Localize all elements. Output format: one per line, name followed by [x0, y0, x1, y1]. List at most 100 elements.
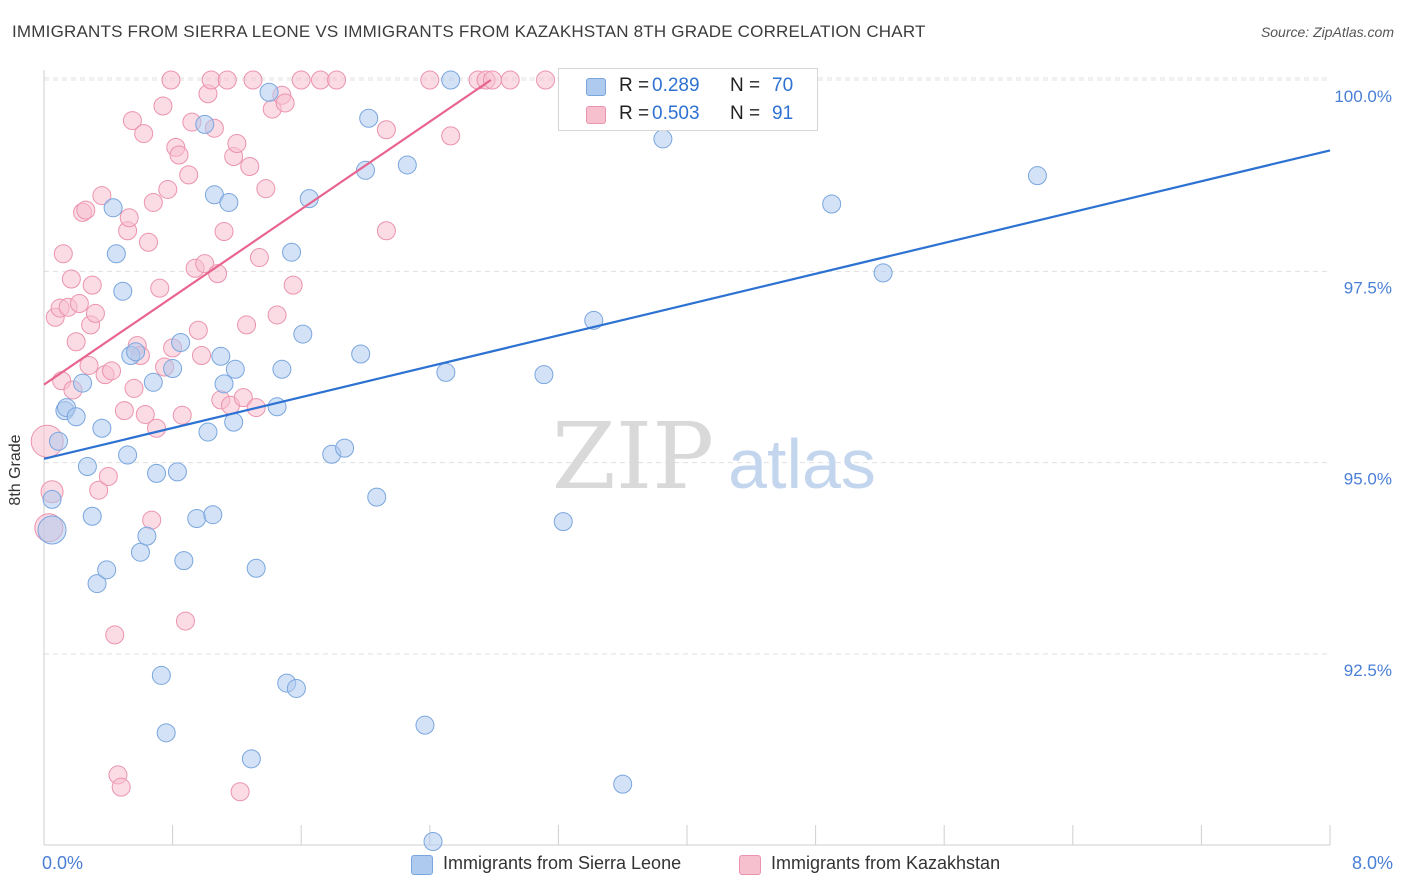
kazakhstan-point	[158, 179, 178, 199]
sierra-leone-point	[351, 344, 371, 364]
sierra-leone-point	[553, 512, 573, 532]
sierra-leone-point	[167, 462, 187, 482]
kazakhstan-point	[237, 315, 257, 335]
r-label: R =	[619, 75, 650, 96]
kazakhstan-point	[275, 93, 295, 113]
pink-swatch	[586, 106, 606, 124]
kazakhstan-point	[102, 361, 122, 381]
tick-labels: 92.5% 95.0% 97.5% 100.0% 0.0% 8.0%	[42, 87, 1393, 873]
kazakhstan-point	[179, 165, 199, 185]
kazakhstan-point	[420, 70, 440, 90]
sierra-leone-point	[106, 244, 126, 264]
kazakhstan-point	[267, 305, 287, 325]
kazakhstan-point	[105, 625, 125, 645]
kazakhstan-point	[53, 244, 73, 264]
kazakhstan-point	[291, 70, 311, 90]
sierra-leone-point	[214, 374, 234, 394]
kazakhstan-point	[376, 221, 396, 241]
sierra-leone-point	[151, 665, 171, 685]
sierra-leone-point	[156, 723, 176, 743]
kazakhstan-point	[283, 275, 303, 295]
sierra-leone-point	[174, 551, 194, 571]
kazakhstan-point	[138, 232, 158, 252]
y-tick-label: 92.5%	[1344, 661, 1392, 680]
sierra-leone-point	[534, 365, 554, 385]
kazakhstan-point	[214, 222, 234, 242]
pink-swatch	[739, 855, 761, 875]
kazakhstan-point	[111, 777, 131, 797]
sierra-leone-point	[415, 715, 435, 735]
kazakhstan-point	[150, 278, 170, 298]
kazakhstan-point	[249, 248, 269, 268]
kazakhstan-point	[124, 378, 144, 398]
chart-title: IMMIGRANTS FROM SIERRA LEONE VS IMMIGRAN…	[12, 22, 926, 41]
legend-label: Immigrants from Sierra Leone	[443, 853, 682, 873]
sierra-leone-point	[113, 281, 133, 301]
kazakhstan-point	[153, 96, 173, 116]
kazakhstan-point	[147, 418, 167, 438]
sierra-leone-point	[1027, 166, 1047, 186]
watermark-atlas: atlas	[728, 425, 876, 503]
kazakhstan-point	[230, 782, 250, 802]
kazakhstan-point	[233, 388, 253, 408]
sierra-leone-point	[77, 456, 97, 476]
kazakhstan-point	[188, 320, 208, 340]
kazakhstan-point	[79, 355, 99, 375]
sierra-leone-point	[259, 82, 279, 102]
n-value: 70	[772, 75, 794, 96]
legend-label: Immigrants from Kazakhstan	[771, 853, 1001, 873]
kazakhstan-point	[161, 70, 181, 90]
blue-swatch	[411, 855, 433, 875]
sierra-leone-point	[82, 506, 102, 526]
kazakhstan-point	[122, 111, 142, 131]
sierra-leone-trendline	[43, 149, 1331, 460]
sierra-leone-point	[335, 438, 355, 458]
sierra-leone-point	[397, 155, 417, 175]
kazakhstan-point	[142, 510, 162, 530]
kazakhstan-point	[243, 70, 263, 90]
kazakhstan-point	[256, 179, 276, 199]
kazakhstan-point	[82, 275, 102, 295]
kazakhstan-point	[500, 70, 520, 90]
y-tick-label: 100.0%	[1334, 87, 1392, 106]
blue-swatch	[586, 78, 606, 96]
watermark-zip: ZIP	[552, 403, 714, 510]
sierra-leone-point	[195, 114, 215, 134]
y-tick-label: 95.0%	[1344, 470, 1392, 489]
sierra-leone-point	[282, 242, 302, 262]
sierra-leone-point	[653, 129, 673, 149]
sierra-leone-point	[198, 422, 218, 442]
sierra-leone-point	[147, 463, 167, 483]
sierra-leone-point	[37, 515, 67, 545]
kazakhstan-point	[61, 269, 81, 289]
sierra-leone-point	[130, 542, 150, 562]
sierra-leone-point	[143, 372, 163, 392]
sierra-leone-point	[286, 678, 306, 698]
kazakhstan-point	[135, 404, 155, 424]
r-value: 0.503	[652, 103, 700, 124]
trendlines	[43, 79, 1331, 460]
x-tick-label: 8.0%	[1352, 853, 1393, 873]
sierra-leone-point	[211, 346, 231, 366]
kazakhstan-trendline	[43, 79, 492, 386]
kazakhstan-point	[536, 70, 556, 90]
sierra-leone-point	[73, 373, 93, 393]
sierra-leone-point	[48, 431, 68, 451]
kazakhstan-point	[195, 254, 215, 274]
kazakhstan-point	[482, 70, 502, 90]
kazakhstan-point	[240, 156, 260, 176]
kazakhstan-point	[169, 145, 189, 165]
sierra-leone-point	[187, 509, 207, 529]
sierra-leone-point	[171, 333, 191, 353]
kazakhstan-point	[119, 208, 139, 228]
sierra-leone-point	[97, 560, 117, 580]
n-label: N =	[730, 75, 761, 96]
sierra-leone-point	[436, 362, 456, 382]
x-tick-label: 0.0%	[42, 853, 83, 873]
sierra-leone-point	[613, 774, 633, 794]
sierra-leone-point	[92, 418, 112, 438]
kazakhstan-point	[69, 293, 89, 313]
r-value: 0.289	[652, 75, 700, 96]
sierra-leone-point	[126, 342, 146, 362]
